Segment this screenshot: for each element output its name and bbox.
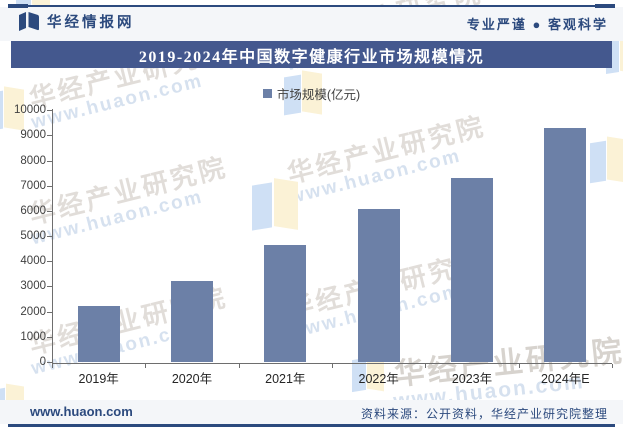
footer-band [0, 400, 623, 424]
y-tick-mark [47, 286, 52, 288]
y-tick-label: 9000 [20, 129, 46, 142]
brand: 华经情报网 [18, 11, 135, 32]
top-rule-right-cap [595, 4, 615, 8]
bar-2023年 [451, 177, 493, 363]
x-tick-mark [518, 363, 520, 368]
y-tick-label: 10000 [14, 104, 46, 117]
brand-name: 华经情报网 [47, 15, 135, 31]
header-tagline: 专业严谨 ● 客观科学 [466, 17, 608, 32]
x-tick-mark [238, 363, 240, 368]
y-tick-label: 5000 [20, 230, 46, 243]
x-category-label: 2020年 [171, 372, 213, 386]
y-tick-mark [47, 362, 52, 363]
top-rule [8, 5, 615, 7]
x-axis-line [52, 362, 612, 364]
x-tick-mark [425, 363, 427, 368]
y-tick-mark [47, 311, 52, 313]
y-tick-label: 3000 [20, 280, 46, 293]
legend-swatch [262, 89, 272, 98]
footer-site-link[interactable]: www.huaon.com [30, 404, 133, 419]
y-axis-line [52, 108, 53, 363]
bar-2019年 [77, 306, 120, 363]
bar-2020年 [171, 281, 213, 363]
x-category-label: 2024年E [540, 372, 590, 386]
footer-source-note: 资料来源：公开资料，华经产业研究院整理 [360, 407, 608, 421]
bar-2022年 [357, 209, 400, 363]
x-tick-mark [332, 363, 333, 368]
y-tick-label: 0 [39, 356, 46, 368]
bar-2021年 [264, 244, 307, 363]
y-tick-mark [47, 261, 52, 263]
book-logo-icon [19, 12, 39, 31]
y-tick-label: 6000 [20, 204, 46, 217]
x-tick-mark [52, 363, 53, 368]
x-tick-mark [145, 363, 147, 368]
y-tick-mark [47, 236, 52, 238]
x-category-label: 2021年 [265, 372, 306, 386]
y-tick-mark [47, 160, 52, 162]
chart-title: 2019-2024年中国数字健康行业市场规模情况 [138, 48, 485, 66]
y-tick-label: 1000 [20, 330, 46, 343]
header-band [0, 7, 623, 41]
y-tick-label: 7000 [20, 179, 46, 192]
x-category-label: 2019年 [78, 372, 119, 386]
bar-2024年E [544, 128, 587, 363]
y-tick-mark [47, 110, 52, 112]
x-category-label: 2022年 [358, 372, 399, 386]
title-banner: 2019-2024年中国数字健康行业市场规模情况 [11, 41, 612, 68]
y-tick-label: 4000 [20, 255, 46, 268]
y-tick-mark [47, 135, 52, 137]
y-tick-mark [47, 185, 52, 187]
x-tick-mark [612, 363, 613, 368]
y-tick-mark [47, 336, 52, 338]
y-tick-label: 8000 [20, 154, 46, 167]
bottom-rule [8, 424, 615, 427]
y-tick-mark [47, 210, 52, 212]
x-category-label: 2023年 [451, 372, 493, 386]
y-tick-label: 2000 [20, 305, 46, 318]
